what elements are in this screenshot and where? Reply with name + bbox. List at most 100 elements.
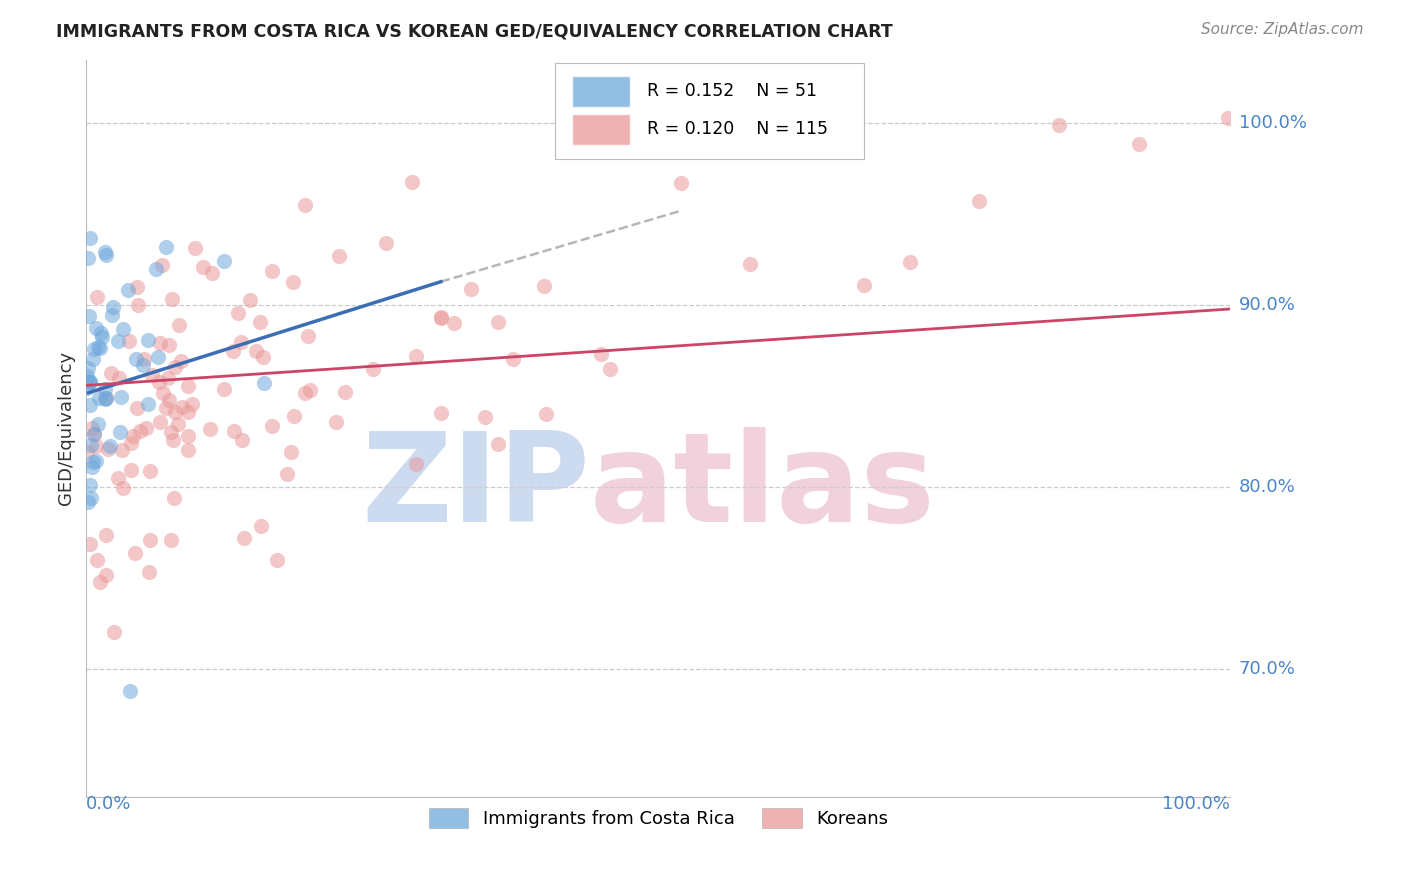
Point: [184, 241, 207, 255]
Point: [83, 427, 105, 442]
Point: [229, 334, 252, 349]
Point: [222, 344, 245, 359]
Text: IMMIGRANTS FROM COSTA RICA VS KOREAN GED/EQUIVALENCY CORRELATION CHART: IMMIGRANTS FROM COSTA RICA VS KOREAN GED…: [56, 22, 893, 40]
Text: 100.0%: 100.0%: [1163, 795, 1230, 813]
Point: [430, 406, 453, 420]
Point: [84, 321, 107, 335]
Text: Source: ZipAtlas.com: Source: ZipAtlas.com: [1201, 22, 1364, 37]
Point: [401, 175, 423, 189]
Point: [159, 533, 181, 547]
Point: [474, 410, 496, 425]
Point: [76, 381, 98, 395]
Point: [79, 231, 101, 245]
Point: [80, 491, 103, 505]
Point: [82, 459, 104, 474]
Point: [405, 457, 427, 471]
Point: [141, 368, 163, 382]
Text: 80.0%: 80.0%: [1239, 478, 1295, 496]
Point: [536, 407, 558, 421]
Point: [83, 426, 105, 441]
Point: [245, 344, 267, 359]
Point: [249, 519, 271, 533]
Point: [298, 383, 321, 397]
Text: 0.0%: 0.0%: [86, 795, 132, 813]
Point: [79, 537, 101, 551]
Point: [118, 684, 141, 698]
Point: [181, 397, 204, 411]
Point: [177, 378, 200, 392]
Point: [591, 347, 613, 361]
Point: [132, 359, 155, 373]
Point: [118, 334, 141, 348]
Point: [89, 575, 111, 590]
Text: ZIP: ZIP: [361, 426, 589, 548]
Point: [80, 421, 103, 435]
Point: [94, 391, 117, 405]
Point: [86, 553, 108, 567]
Point: [125, 401, 148, 416]
Bar: [572, 76, 630, 107]
Point: [103, 300, 125, 314]
Point: [155, 240, 177, 254]
Point: [157, 338, 180, 352]
Point: [280, 445, 302, 459]
Legend: Immigrants from Costa Rica, Koreans: Immigrants from Costa Rica, Koreans: [422, 800, 896, 836]
Point: [738, 257, 761, 271]
Point: [138, 565, 160, 579]
Point: [283, 409, 305, 424]
Point: [83, 343, 105, 357]
Point: [77, 309, 100, 323]
Y-axis label: GED/Equivalency: GED/Equivalency: [58, 351, 75, 505]
Point: [201, 266, 224, 280]
Point: [191, 260, 214, 274]
Point: [155, 401, 177, 415]
Point: [110, 425, 132, 439]
Point: [77, 495, 100, 509]
Text: 70.0%: 70.0%: [1239, 660, 1295, 679]
Point: [252, 376, 274, 390]
Point: [150, 258, 173, 272]
Point: [502, 351, 524, 366]
Point: [1047, 118, 1070, 132]
Point: [148, 350, 170, 364]
Point: [163, 491, 186, 506]
Point: [486, 315, 509, 329]
Point: [107, 334, 129, 349]
Point: [139, 464, 162, 478]
Point: [669, 176, 692, 190]
Point: [111, 442, 134, 457]
Point: [226, 306, 249, 320]
Point: [136, 334, 159, 348]
Point: [89, 341, 111, 355]
Point: [533, 279, 555, 293]
Point: [170, 353, 193, 368]
Point: [460, 282, 482, 296]
Point: [120, 436, 142, 450]
Point: [87, 417, 110, 431]
Point: [100, 366, 122, 380]
Point: [79, 376, 101, 390]
Point: [252, 350, 274, 364]
Point: [90, 326, 112, 341]
Point: [117, 283, 139, 297]
Point: [555, 98, 578, 112]
Point: [97, 442, 120, 457]
Point: [110, 390, 132, 404]
Point: [361, 361, 384, 376]
Point: [486, 437, 509, 451]
Point: [94, 382, 117, 396]
Point: [86, 289, 108, 303]
Point: [157, 392, 180, 407]
Point: [405, 350, 427, 364]
Text: R = 0.120    N = 115: R = 0.120 N = 115: [647, 120, 828, 138]
Point: [156, 371, 179, 385]
Point: [94, 248, 117, 262]
Point: [165, 359, 187, 374]
Point: [87, 340, 110, 354]
Point: [148, 376, 170, 390]
Point: [82, 352, 104, 367]
Point: [266, 552, 288, 566]
Text: 90.0%: 90.0%: [1239, 296, 1295, 314]
Point: [177, 443, 200, 458]
Point: [239, 293, 262, 307]
